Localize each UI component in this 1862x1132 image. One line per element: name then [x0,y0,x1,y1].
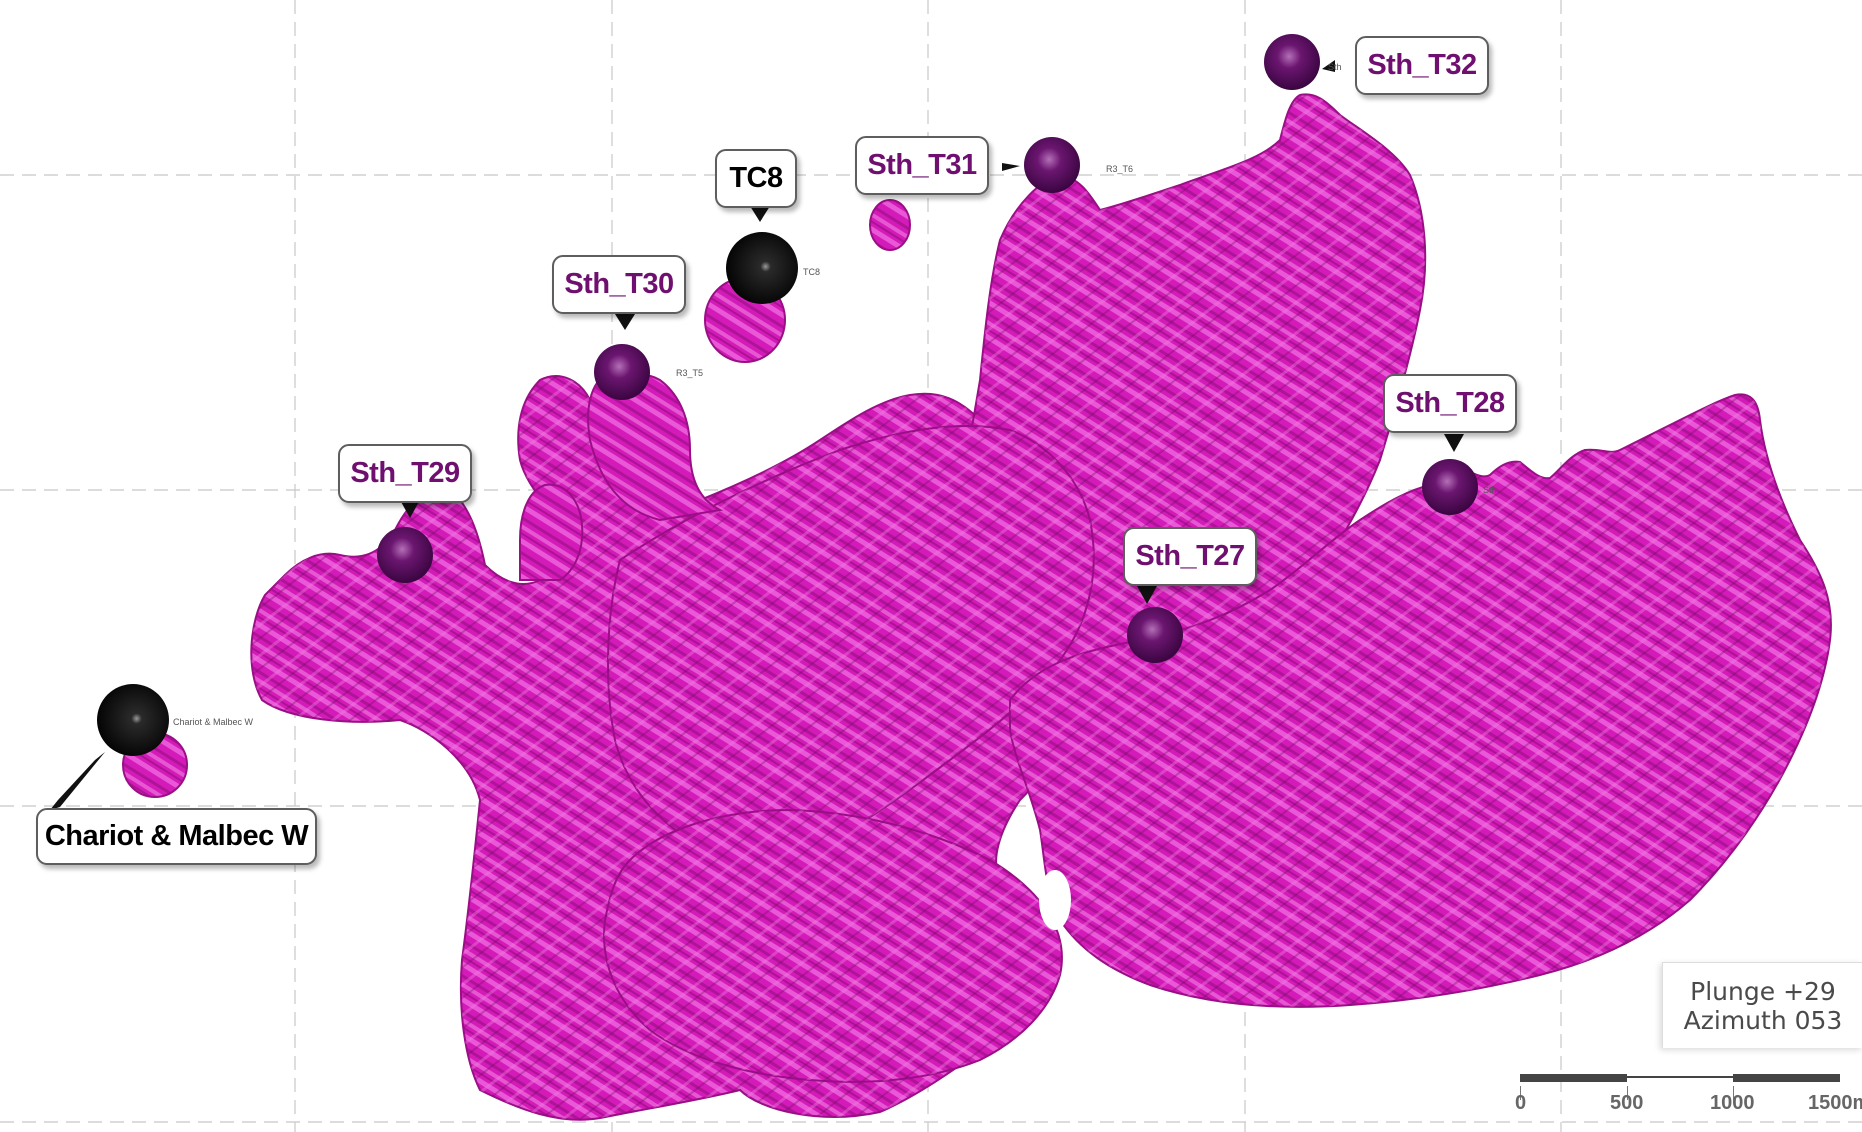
callout-sth-t27: Sth_T27 [1123,527,1257,586]
callout-tc8: TC8 [715,149,797,208]
target-sphere-t32 [1264,34,1320,90]
target-spheres [377,34,1478,663]
target-sphere-t31 [1024,137,1080,193]
scale-bar: 0 500 1000 1500m [1515,1064,1862,1114]
azimuth-text: Azimuth 053 [1683,1005,1843,1035]
callout-sth-t29: Sth_T29 [338,444,472,503]
deposit-spheres [97,232,798,756]
body-lower-lobe-texture [604,810,1062,1082]
scale-label-1000: 1000 [1710,1092,1755,1114]
body-blob-t31 [869,199,911,251]
callout-sth-t28: Sth_T28 [1383,374,1517,433]
deposit-sphere-tc8 [726,232,798,304]
small-label-chariot: Chariot & Malbec W [173,717,254,727]
small-label-t31: R3_T6 [1106,164,1134,174]
target-sphere-t29 [377,527,433,583]
plunge-text: Plunge +29 [1690,976,1836,1006]
mineralised-body [122,93,1832,1121]
body-t29-finger [519,483,584,581]
scale-tick-500 [1627,1086,1628,1100]
callout-sth-t31: Sth_T31 [855,136,989,195]
scale-bar-segment-1 [1520,1074,1627,1082]
callout-sth-t32: Sth_T32 [1355,36,1489,95]
scale-label-1500m: 1500m [1808,1092,1862,1114]
body-gap [1039,870,1071,930]
small-label-tc8: TC8 [803,267,821,277]
small-label-t30: R3_T5 [676,368,704,378]
target-sphere-t27 [1127,607,1183,663]
small-label-t32: Sth [1328,62,1342,72]
callout-chariot-malbec-w: Chariot & Malbec W [36,808,317,865]
callout-pointers [50,60,1464,810]
scale-label-0: 0 [1515,1092,1527,1114]
scale-tick-1000 [1733,1086,1734,1100]
body-central-mass-texture [608,426,1094,855]
view-orientation-box: Plunge +29 Azimuth 053 [1662,962,1862,1048]
target-sphere-t28 [1422,459,1478,515]
scale-bar-line [1520,1076,1840,1078]
scale-bar-segment-3 [1733,1074,1840,1082]
scale-tick-0 [1520,1086,1521,1100]
deposit-sphere-chariot [97,684,169,756]
scale-label-500: 500 [1610,1092,1644,1114]
body-right-mass-texture [1010,394,1831,1007]
target-sphere-t30 [594,344,650,400]
callout-sth-t30: Sth_T30 [552,255,686,314]
small-label-t28: Sth [1483,485,1497,495]
